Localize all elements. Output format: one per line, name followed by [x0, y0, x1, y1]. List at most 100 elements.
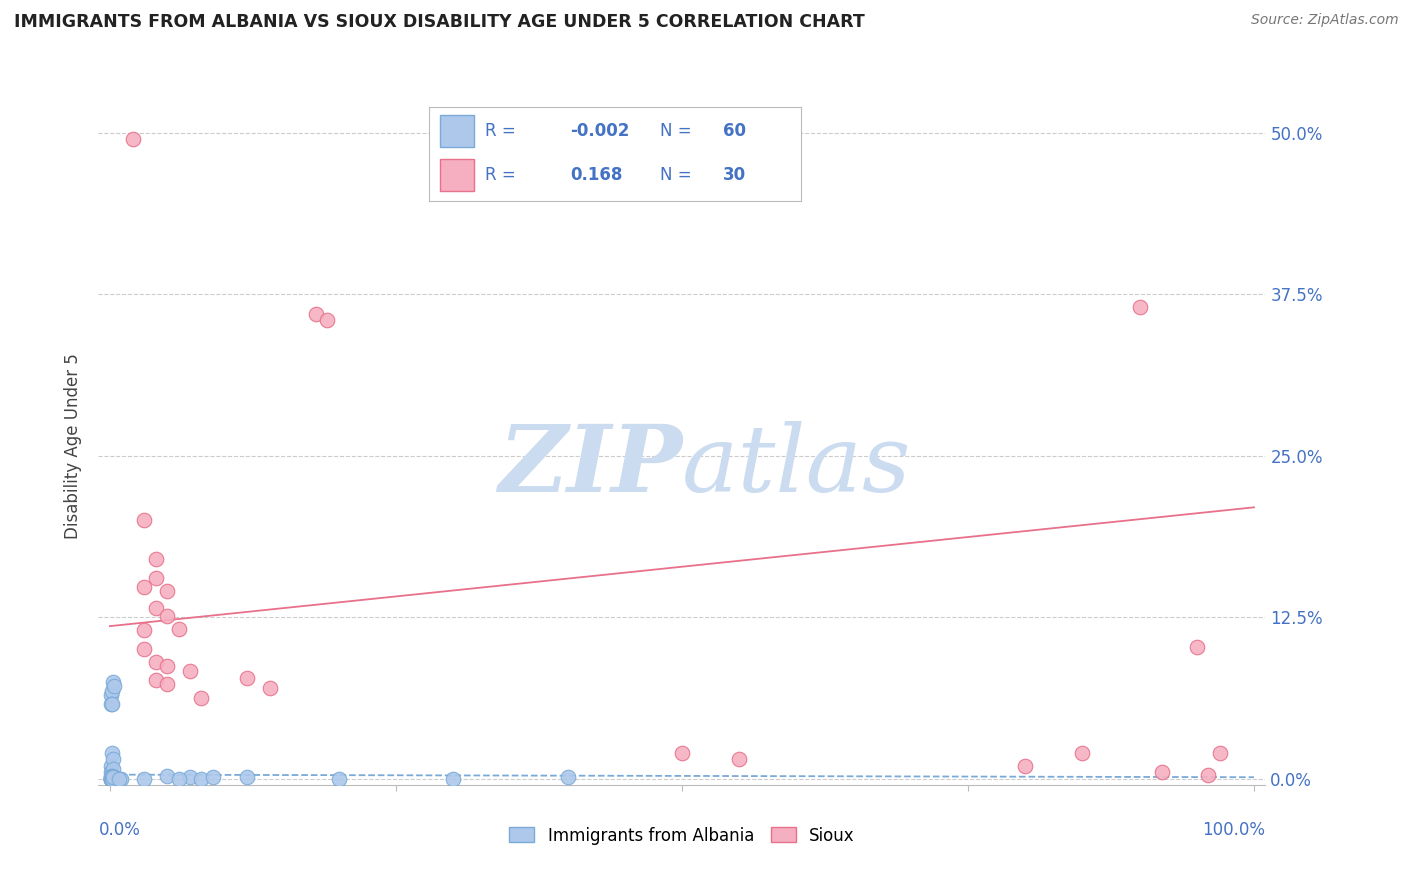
- Point: [156, 769, 179, 783]
- Point: [108, 772, 131, 786]
- Point: [103, 752, 125, 766]
- Point: [103, 763, 125, 777]
- Point: [1128, 300, 1150, 314]
- Text: IMMIGRANTS FROM ALBANIA VS SIOUX DISABILITY AGE UNDER 5 CORRELATION CHART: IMMIGRANTS FROM ALBANIA VS SIOUX DISABIL…: [14, 13, 865, 31]
- Point: [104, 772, 127, 786]
- Point: [101, 767, 124, 781]
- Point: [100, 697, 122, 711]
- Point: [103, 770, 125, 784]
- Point: [100, 770, 122, 784]
- Point: [103, 772, 125, 786]
- Point: [101, 770, 124, 784]
- Point: [167, 772, 190, 786]
- Point: [441, 772, 464, 786]
- Point: [134, 642, 156, 657]
- Point: [103, 772, 125, 786]
- Point: [101, 746, 124, 760]
- Point: [103, 772, 125, 786]
- Point: [103, 770, 125, 784]
- Point: [201, 770, 224, 784]
- Text: N =: N =: [659, 167, 692, 185]
- Point: [134, 772, 156, 786]
- Point: [156, 608, 179, 623]
- Point: [156, 677, 179, 691]
- Point: [101, 772, 124, 786]
- Point: [100, 772, 122, 786]
- Point: [259, 681, 281, 695]
- Text: atlas: atlas: [682, 421, 911, 511]
- Point: [103, 772, 125, 786]
- Point: [105, 772, 128, 786]
- Point: [101, 772, 124, 786]
- Point: [156, 584, 179, 599]
- Point: [134, 513, 156, 527]
- Point: [101, 772, 124, 786]
- Point: [316, 313, 339, 327]
- Point: [100, 772, 122, 786]
- Text: 0.0%: 0.0%: [98, 821, 141, 838]
- Point: [100, 769, 122, 783]
- Point: [103, 770, 125, 784]
- Point: [179, 770, 201, 784]
- Point: [190, 691, 212, 706]
- Point: [103, 772, 125, 786]
- Point: [145, 655, 167, 669]
- Legend: Immigrants from Albania, Sioux: Immigrants from Albania, Sioux: [502, 820, 862, 851]
- Bar: [440, 160, 474, 191]
- Point: [101, 683, 124, 698]
- Point: [156, 659, 179, 673]
- Point: [1152, 765, 1174, 780]
- Text: 0.168: 0.168: [571, 167, 623, 185]
- Point: [100, 758, 122, 772]
- Text: 100.0%: 100.0%: [1202, 821, 1265, 838]
- Point: [101, 697, 124, 711]
- Point: [145, 552, 167, 566]
- Text: ZIP: ZIP: [498, 421, 682, 511]
- Point: [100, 688, 122, 702]
- Point: [101, 772, 124, 786]
- Point: [557, 770, 579, 784]
- Point: [145, 571, 167, 585]
- Bar: [440, 115, 474, 147]
- Text: -0.002: -0.002: [571, 122, 630, 140]
- Point: [1071, 746, 1094, 760]
- Point: [110, 772, 132, 786]
- Point: [103, 674, 125, 689]
- Point: [100, 772, 122, 786]
- Point: [103, 772, 125, 786]
- Point: [100, 765, 122, 780]
- Point: [100, 772, 122, 786]
- Point: [145, 673, 167, 688]
- Point: [103, 772, 125, 786]
- Point: [236, 671, 259, 685]
- Text: R =: R =: [485, 122, 516, 140]
- Point: [179, 665, 201, 679]
- Text: N =: N =: [659, 122, 692, 140]
- Point: [305, 307, 328, 321]
- Point: [101, 772, 124, 786]
- Point: [145, 601, 167, 615]
- Point: [103, 679, 125, 693]
- Point: [1197, 767, 1219, 781]
- Text: 30: 30: [723, 167, 747, 185]
- Point: [236, 770, 259, 784]
- Point: [134, 581, 156, 595]
- Point: [1185, 640, 1208, 654]
- Point: [100, 772, 122, 786]
- Point: [167, 622, 190, 636]
- Point: [190, 772, 212, 786]
- Text: R =: R =: [485, 167, 516, 185]
- Point: [103, 772, 125, 786]
- Point: [121, 132, 143, 146]
- Point: [328, 772, 350, 786]
- Y-axis label: Disability Age Under 5: Disability Age Under 5: [65, 353, 83, 539]
- Point: [100, 772, 122, 786]
- Point: [728, 752, 751, 766]
- Point: [104, 772, 127, 786]
- Point: [1014, 758, 1036, 772]
- Point: [101, 772, 124, 786]
- Text: Source: ZipAtlas.com: Source: ZipAtlas.com: [1251, 13, 1399, 28]
- Point: [101, 772, 124, 786]
- Text: 60: 60: [723, 122, 747, 140]
- Point: [1208, 746, 1230, 760]
